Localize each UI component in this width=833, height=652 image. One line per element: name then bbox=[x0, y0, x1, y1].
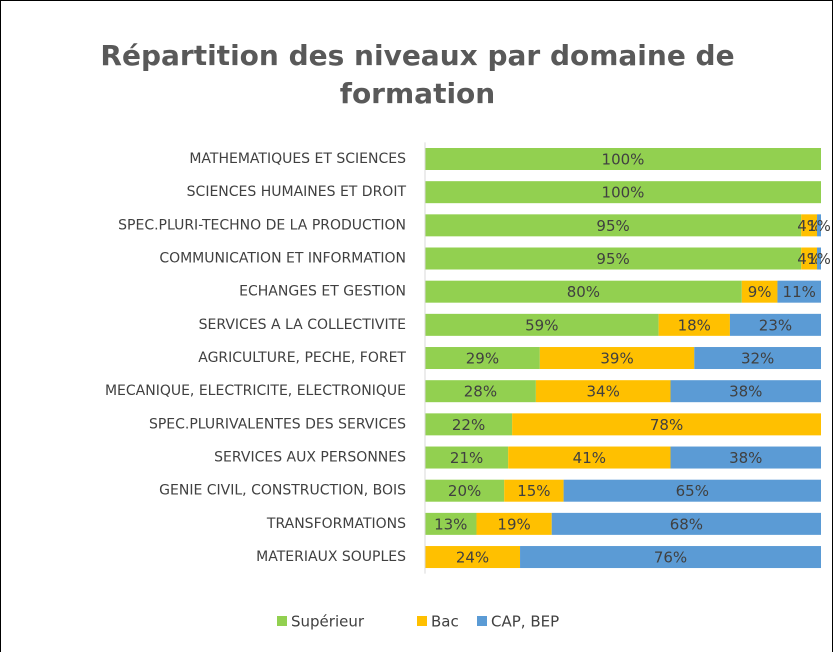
data-label: 18% bbox=[678, 316, 711, 334]
legend-swatch bbox=[477, 616, 487, 626]
category-label: MECANIQUE, ELECTRICITE, ELECTRONIQUE bbox=[105, 383, 406, 399]
bar-segment bbox=[425, 546, 521, 569]
data-label: 4% bbox=[797, 217, 821, 235]
category-label: SPEC.PLURIVALENTES DES SERVICES bbox=[149, 416, 406, 432]
legend-swatch bbox=[277, 616, 287, 626]
bar-segment bbox=[425, 479, 505, 502]
bar-segment bbox=[508, 446, 671, 469]
data-label: 100% bbox=[602, 184, 645, 202]
bar-segment bbox=[670, 446, 821, 469]
bar-segment bbox=[504, 479, 564, 502]
data-label: 9% bbox=[748, 283, 772, 301]
bar-segment bbox=[425, 181, 821, 204]
category-label: SERVICES AUX PERSONNES bbox=[214, 450, 406, 466]
data-label: 95% bbox=[596, 250, 629, 268]
data-label: 78% bbox=[650, 416, 683, 434]
data-label: 15% bbox=[517, 482, 550, 500]
data-label: 13% bbox=[434, 515, 467, 533]
bar-segment bbox=[801, 214, 818, 237]
data-label: 38% bbox=[729, 449, 762, 467]
bar-segment bbox=[817, 214, 821, 237]
data-label: 29% bbox=[466, 350, 499, 368]
bar-segment bbox=[670, 380, 821, 403]
bar-segment bbox=[658, 313, 730, 336]
bar-segment bbox=[817, 247, 821, 270]
data-label: 28% bbox=[464, 383, 497, 401]
legend-label: Supérieur bbox=[291, 613, 365, 631]
category-label: ECHANGES ET GESTION bbox=[239, 284, 406, 300]
legend-label: Bac bbox=[431, 613, 459, 631]
data-label: 100% bbox=[602, 151, 645, 169]
data-label: 39% bbox=[600, 350, 633, 368]
bar-segment bbox=[539, 347, 695, 370]
data-label: 1% bbox=[807, 217, 831, 235]
category-label: SCIENCES HUMAINES ET DROIT bbox=[187, 184, 407, 200]
bar-segment bbox=[520, 546, 821, 569]
data-label: 68% bbox=[670, 515, 703, 533]
bar-segment bbox=[425, 347, 540, 370]
bar-segment bbox=[694, 347, 821, 370]
category-label: SPEC.PLURI-TECHNO DE LA PRODUCTION bbox=[118, 217, 406, 233]
data-label: 1% bbox=[807, 250, 831, 268]
bar-segment bbox=[801, 247, 818, 270]
data-label: 38% bbox=[729, 383, 762, 401]
category-label: AGRICULTURE, PECHE, FORET bbox=[198, 350, 406, 366]
legend-swatch bbox=[417, 616, 427, 626]
bar-segment bbox=[425, 446, 509, 469]
category-label: GENIE CIVIL, CONSTRUCTION, BOIS bbox=[159, 483, 406, 499]
legend-label: CAP, BEP bbox=[491, 613, 559, 631]
data-label: 24% bbox=[456, 549, 489, 567]
data-label: 23% bbox=[759, 316, 792, 334]
category-label: SERVICES A LA COLLECTIVITE bbox=[199, 317, 406, 333]
bar-segment bbox=[741, 280, 778, 303]
bar-segment bbox=[425, 413, 513, 436]
bar-segment bbox=[777, 280, 821, 303]
data-label: 59% bbox=[525, 316, 558, 334]
data-label: 65% bbox=[676, 482, 709, 500]
bar-segment bbox=[476, 512, 552, 535]
bar-segment bbox=[425, 313, 659, 336]
data-label: 32% bbox=[741, 350, 774, 368]
data-label: 41% bbox=[573, 449, 606, 467]
bar-segment bbox=[425, 512, 477, 535]
bar-segment bbox=[512, 413, 821, 436]
data-label: 4% bbox=[797, 250, 821, 268]
data-label: 95% bbox=[596, 217, 629, 235]
bar-segment bbox=[551, 512, 821, 535]
data-label: 21% bbox=[450, 449, 483, 467]
data-label: 34% bbox=[587, 383, 620, 401]
data-label: 22% bbox=[452, 416, 485, 434]
category-label: MATHEMATIQUES ET SCIENCES bbox=[189, 151, 406, 167]
bar-segment bbox=[425, 214, 802, 237]
category-label: TRANSFORMATIONS bbox=[266, 516, 406, 532]
bar-segment bbox=[425, 148, 821, 170]
bar-segment bbox=[425, 380, 536, 403]
data-label: 76% bbox=[654, 549, 687, 567]
category-label: COMMUNICATION ET INFORMATION bbox=[159, 251, 406, 267]
data-label: 19% bbox=[497, 515, 530, 533]
bar-segment bbox=[535, 380, 671, 403]
chart-title: Répartition des niveaux par domaine de f… bbox=[100, 39, 735, 110]
bar-segment bbox=[425, 280, 742, 303]
category-label: MATERIAUX SOUPLES bbox=[256, 549, 406, 565]
data-label: 20% bbox=[448, 482, 481, 500]
data-label: 11% bbox=[783, 283, 816, 301]
data-label: 80% bbox=[567, 283, 600, 301]
bar-segment bbox=[563, 479, 821, 502]
bar-segment bbox=[425, 247, 802, 270]
bar-segment bbox=[729, 313, 821, 336]
